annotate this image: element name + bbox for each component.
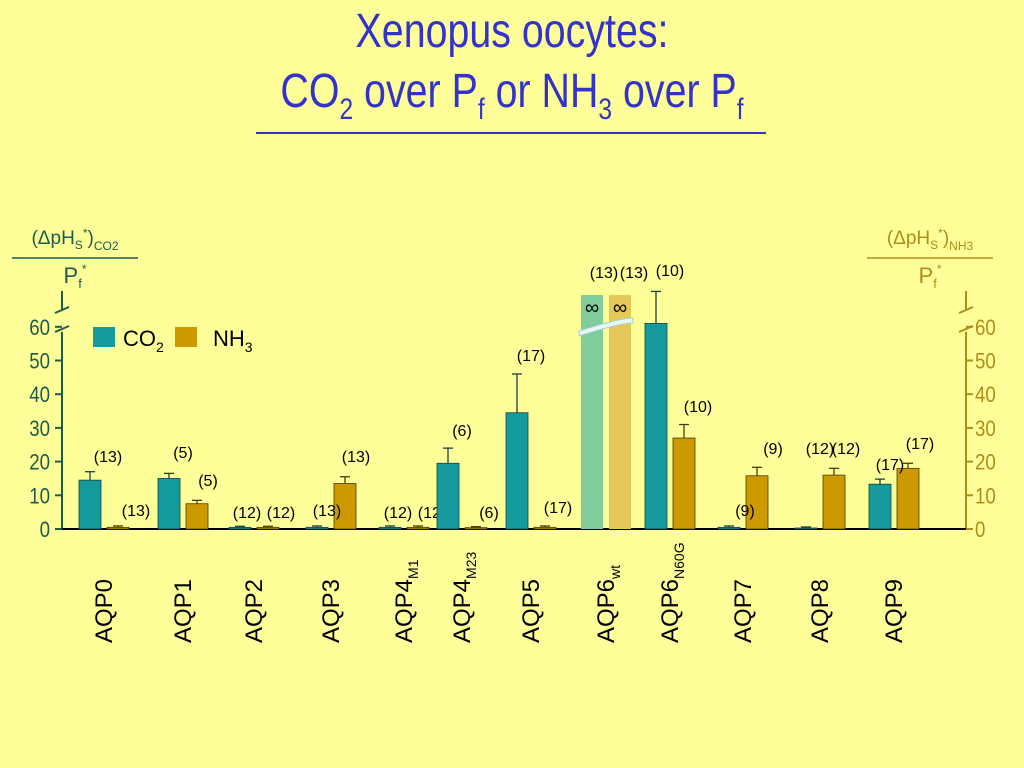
sample-size-label-nh3: (10) — [684, 399, 712, 416]
bar-co2 — [794, 527, 818, 530]
bar-co2 — [305, 526, 329, 530]
sample-size-label-nh3: (17) — [906, 436, 934, 453]
sample-size-label-co2: (12) — [806, 441, 834, 458]
sample-size-label-co2: (17) — [517, 348, 545, 365]
left-axis-tick-label: 50 — [29, 350, 50, 374]
bar-co2 — [644, 323, 668, 530]
category-label: AQP0 — [91, 579, 118, 643]
sample-size-label-nh3: (5) — [198, 473, 218, 490]
sample-size-label-nh3: (9) — [763, 441, 783, 458]
right-axis-title: (ΔpHS*)NH3 Pf* — [867, 226, 993, 291]
sample-size-label-co2: (6) — [452, 423, 472, 440]
bar-co2 — [436, 462, 460, 530]
category-label: AQP1 — [170, 579, 197, 643]
sample-size-label-co2: (5) — [173, 445, 193, 462]
right-axis-tick-label: 20 — [975, 451, 996, 475]
title-underline — [256, 132, 766, 134]
sample-size-label-co2: (12) — [384, 505, 412, 522]
legend-swatch-nh3 — [175, 327, 197, 347]
bar-nh3 — [464, 527, 488, 530]
left-axis-tick-label: 10 — [29, 485, 50, 509]
bar-co2 — [78, 479, 102, 530]
sample-size-label-nh3: (13) — [342, 449, 370, 466]
bar-nh3 — [672, 437, 696, 530]
axis-break-mark — [578, 317, 634, 337]
sample-size-label-co2: (10) — [656, 263, 684, 280]
sample-size-label-nh3: (17) — [544, 500, 572, 517]
left-axis-tick-label: 40 — [29, 384, 50, 408]
bar-nh3 — [256, 526, 280, 530]
bar-nh3 — [609, 295, 631, 529]
right-axis-break-mark — [958, 306, 974, 314]
category-label: AQP3 — [318, 579, 345, 643]
category-label: AQP4M1 — [391, 559, 421, 643]
right-axis-tick-label: 40 — [975, 384, 996, 408]
bar-value-label-co2: ∞ — [585, 297, 599, 319]
legend-label-nh3: NH3 — [213, 326, 253, 355]
left-axis-tick-label: 0 — [40, 519, 50, 543]
right-axis-tick-label: 10 — [975, 485, 996, 509]
category-label: AQP6wt — [593, 565, 623, 643]
right-axis-tick-label: 30 — [975, 418, 996, 442]
category-label: AQP5 — [518, 579, 545, 643]
category-label: AQP7 — [730, 579, 757, 643]
sample-size-label-nh3: (12) — [832, 441, 860, 458]
category-label: AQP9 — [881, 579, 908, 643]
bar-nh3 — [533, 526, 557, 530]
right-axis-tick-label: 60 — [975, 316, 996, 340]
left-axis-tick-label: 20 — [29, 451, 50, 475]
sample-size-label-nh3: (6) — [479, 505, 499, 522]
legend-label-co2: CO2 — [123, 326, 164, 355]
bar-nh3 — [106, 526, 130, 530]
left-axis-title-denominator: Pf* — [64, 262, 87, 291]
bar-nh3 — [822, 474, 846, 530]
bar-co2 — [378, 526, 402, 530]
left-axis-title-numerator: (ΔpHS*)CO2 — [31, 226, 118, 253]
right-axis-title-denominator: Pf* — [919, 262, 942, 291]
bar-co2 — [505, 412, 529, 530]
chart-title-line2: CO2 over Pf or NH3 over Pf — [280, 65, 744, 126]
bar-nh3 — [185, 503, 209, 530]
bar-value-label-nh3: ∞ — [613, 297, 627, 319]
chart-title-line1: Xenopus oocytes: — [355, 5, 669, 58]
category-label: AQP6N60G — [657, 542, 687, 643]
bar-nh3 — [406, 526, 430, 530]
bar-co2 — [157, 478, 181, 530]
legend-swatch-co2 — [93, 327, 115, 347]
sample-size-label-co2: (13) — [313, 503, 341, 520]
sample-size-label-co2: (9) — [735, 503, 755, 520]
sample-size-label-co2: (12) — [233, 505, 261, 522]
bar-co2 — [581, 295, 603, 529]
left-axis-tick-label: 60 — [29, 316, 50, 340]
sample-size-label-co2: (13) — [590, 265, 618, 282]
sample-size-label-nh3: (13) — [122, 503, 150, 520]
right-axis-title-numerator: (ΔpHS*)NH3 — [887, 226, 974, 253]
category-label: AQP8 — [807, 579, 834, 643]
bar-co2 — [228, 526, 252, 530]
category-label: AQP2 — [241, 579, 268, 643]
right-axis-tick-label: 50 — [975, 350, 996, 374]
left-axis-tick-label: 30 — [29, 418, 50, 442]
sample-size-label-nh3: (12) — [267, 505, 295, 522]
bar-co2 — [717, 526, 741, 530]
sample-size-label-nh3: (13) — [620, 265, 648, 282]
right-axis-tick-label: 0 — [975, 519, 985, 543]
left-axis-break-mark — [54, 325, 70, 333]
bar-nh3 — [896, 467, 920, 530]
sample-size-label-co2: (13) — [94, 449, 122, 466]
bar-co2 — [868, 483, 892, 530]
category-label: AQP4M23 — [449, 552, 479, 643]
left-axis-title: (ΔpHS*)CO2 Pf* — [12, 226, 138, 291]
left-axis-break-mark — [54, 306, 70, 314]
sample-size-label-co2: (17) — [876, 457, 904, 474]
